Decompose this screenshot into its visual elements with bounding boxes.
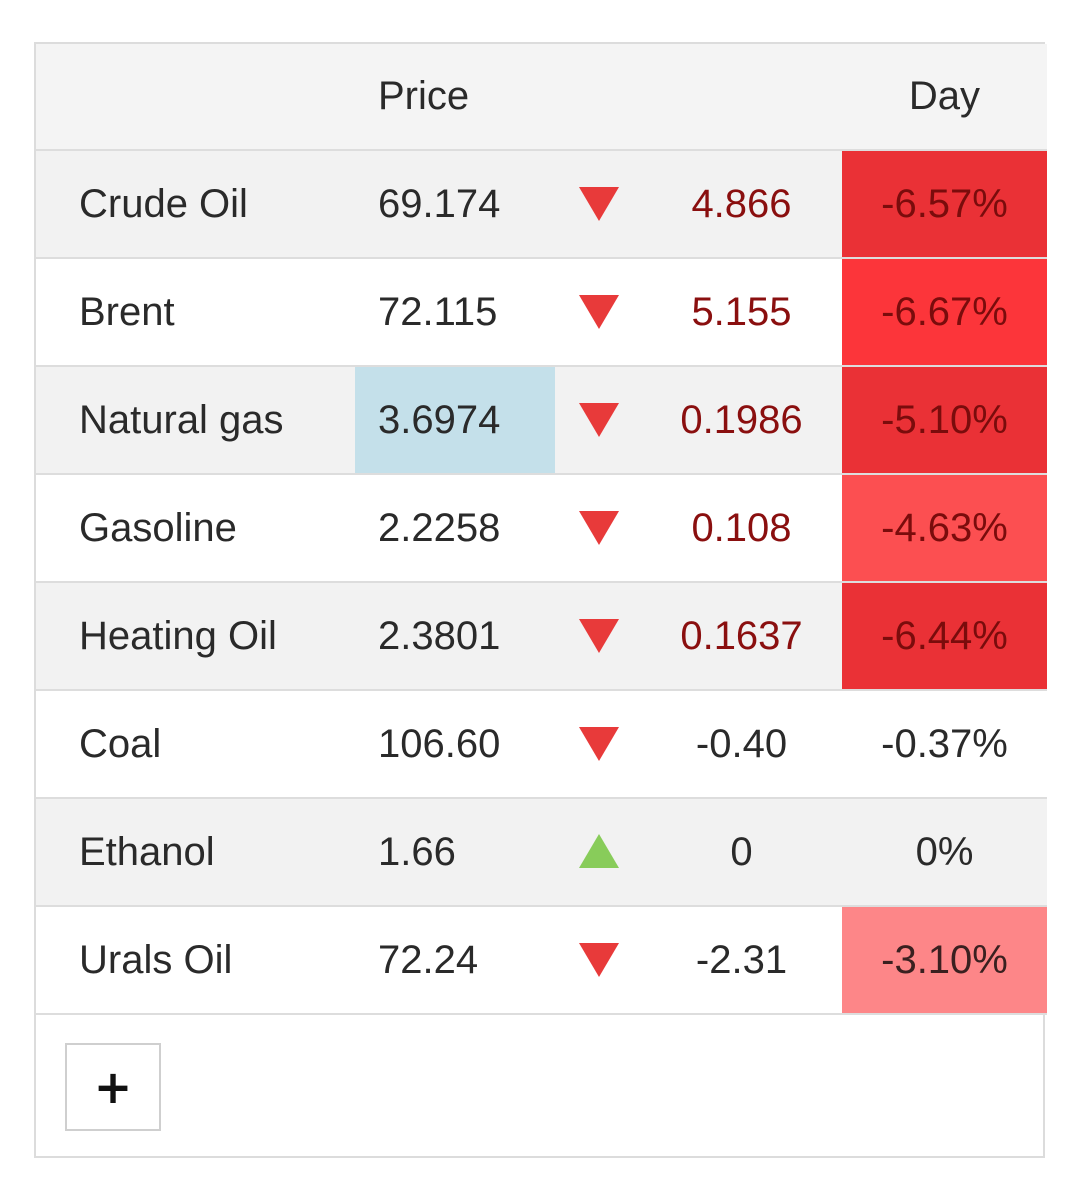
- down-arrow-icon: [579, 295, 619, 329]
- direction-cell: [555, 259, 641, 365]
- table-row[interactable]: Urals Oil 72.24 -2.31 -3.10%: [36, 907, 1047, 1015]
- change-cell: 0.1637: [680, 614, 803, 658]
- down-arrow-icon: [579, 727, 619, 761]
- percent-change-cell: -5.10%: [842, 367, 1047, 473]
- table-row[interactable]: Coal 106.60 -0.40 -0.37%: [36, 691, 1047, 799]
- down-arrow-icon: [579, 403, 619, 437]
- table-row[interactable]: Natural gas 3.6974 0.1986 -5.10%: [36, 367, 1047, 475]
- direction-cell: [555, 907, 641, 1013]
- percent-change-cell: -6.57%: [842, 151, 1047, 257]
- percent-change-cell: -6.67%: [842, 259, 1047, 365]
- change-cell: 4.866: [691, 182, 792, 226]
- price-cell: 2.2258: [378, 506, 501, 550]
- table-row[interactable]: Crude Oil 69.174 4.866 -6.57%: [36, 151, 1047, 259]
- price-cell: 1.66: [378, 830, 456, 874]
- down-arrow-icon: [579, 511, 619, 545]
- price-cell: 72.24: [378, 938, 479, 982]
- direction-cell: [555, 583, 641, 689]
- change-cell: -2.31: [695, 938, 788, 982]
- change-cell: 5.155: [691, 290, 792, 334]
- price-column-header[interactable]: Price: [378, 74, 470, 118]
- table-row[interactable]: Ethanol 1.66 0 0%: [36, 799, 1047, 907]
- percent-change-cell: -4.63%: [842, 475, 1047, 581]
- direction-cell: [555, 691, 641, 797]
- change-cell: 0.108: [691, 506, 792, 550]
- down-arrow-icon: [579, 187, 619, 221]
- percent-change-cell: 0%: [915, 830, 974, 874]
- down-arrow-icon: [579, 619, 619, 653]
- direction-cell: [555, 475, 641, 581]
- percent-change-cell: -0.37%: [881, 722, 1008, 766]
- change-cell: -0.40: [695, 722, 788, 766]
- commodity-name[interactable]: Coal: [79, 722, 162, 766]
- commodity-name[interactable]: Crude Oil: [79, 182, 248, 226]
- change-cell: 0.1986: [680, 398, 803, 442]
- price-cell: 3.6974: [355, 367, 555, 473]
- commodity-name[interactable]: Urals Oil: [79, 938, 233, 982]
- add-row-button[interactable]: +: [65, 1043, 161, 1131]
- table-row[interactable]: Heating Oil 2.3801 0.1637 -6.44%: [36, 583, 1047, 691]
- price-cell: 69.174: [378, 182, 501, 226]
- table-row[interactable]: Brent 72.115 5.155 -6.67%: [36, 259, 1047, 367]
- commodity-name[interactable]: Ethanol: [79, 830, 215, 874]
- table-body: Crude Oil 69.174 4.866 -6.57% Brent 72.1…: [36, 151, 1047, 1015]
- commodities-table: Price Day Crude Oil 69.174 4.866 -6.57% …: [34, 42, 1047, 1158]
- table-row[interactable]: Gasoline 2.2258 0.108 -4.63%: [36, 475, 1047, 583]
- up-arrow-icon: [579, 834, 619, 868]
- commodity-name[interactable]: Gasoline: [79, 506, 237, 550]
- percent-change-cell: -3.10%: [842, 907, 1047, 1013]
- commodity-name[interactable]: Heating Oil: [79, 614, 277, 658]
- direction-cell: [555, 367, 641, 473]
- price-cell: 2.3801: [378, 614, 501, 658]
- price-cell: 72.115: [378, 290, 498, 334]
- price-cell: 106.60: [378, 722, 501, 766]
- direction-cell: [555, 799, 641, 905]
- direction-cell: [555, 151, 641, 257]
- commodity-name[interactable]: Natural gas: [79, 398, 284, 442]
- change-cell: 0: [730, 830, 753, 874]
- day-column-header[interactable]: Day: [908, 74, 981, 118]
- commodity-name[interactable]: Brent: [79, 290, 175, 334]
- down-arrow-icon: [579, 943, 619, 977]
- table-header: Price Day: [36, 44, 1047, 151]
- percent-change-cell: -6.44%: [842, 583, 1047, 689]
